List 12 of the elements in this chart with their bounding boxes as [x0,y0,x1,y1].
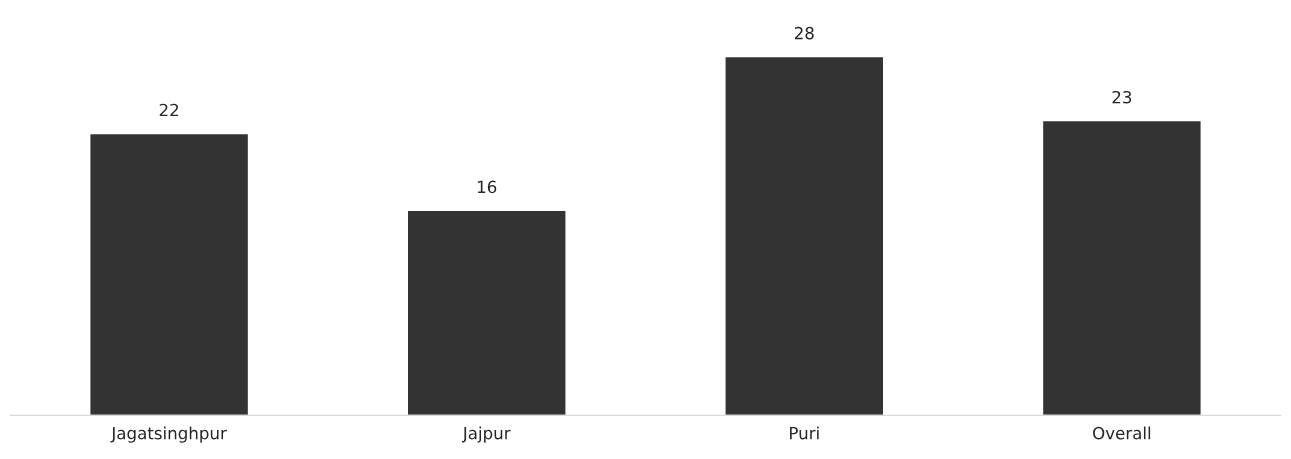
data-label: 28 [794,26,814,40]
bar [89,132,250,416]
x-tick-label: Jagatsinghpur [110,426,227,443]
data-label: 23 [1112,90,1132,104]
bar [406,209,567,416]
x-tick-label: Puri [790,426,819,440]
data-label: 16 [477,180,497,194]
x-tick-label: Jajpur [461,426,511,443]
bar [724,55,885,416]
bar [1041,119,1202,416]
x-tick-label: Overall [1093,426,1151,440]
data-label: 22 [159,103,179,117]
